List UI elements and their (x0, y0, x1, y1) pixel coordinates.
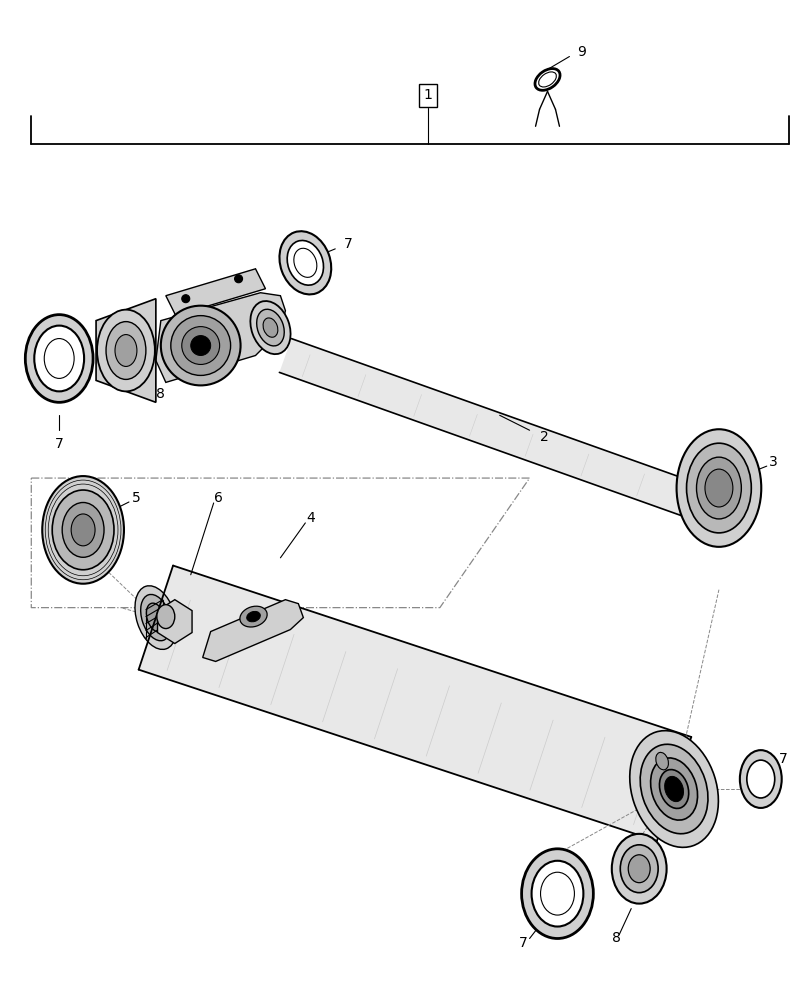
Ellipse shape (620, 845, 658, 893)
Ellipse shape (696, 457, 740, 519)
Ellipse shape (739, 750, 781, 808)
Ellipse shape (521, 849, 593, 938)
Text: 5: 5 (131, 491, 140, 505)
Ellipse shape (115, 335, 137, 366)
Ellipse shape (263, 318, 277, 337)
Ellipse shape (182, 327, 219, 364)
Ellipse shape (42, 476, 124, 584)
Ellipse shape (239, 606, 267, 627)
Ellipse shape (629, 731, 718, 847)
Polygon shape (157, 600, 192, 644)
Ellipse shape (628, 855, 650, 883)
Ellipse shape (676, 429, 761, 547)
Ellipse shape (540, 872, 573, 915)
Ellipse shape (44, 339, 74, 378)
Text: 8: 8 (157, 387, 165, 401)
Ellipse shape (106, 322, 146, 379)
Text: 7: 7 (779, 752, 787, 766)
Ellipse shape (157, 605, 174, 629)
Ellipse shape (250, 301, 290, 354)
Ellipse shape (650, 758, 697, 820)
Ellipse shape (659, 770, 688, 808)
Text: 2: 2 (539, 430, 548, 444)
Text: 1: 1 (423, 88, 431, 102)
Ellipse shape (655, 752, 667, 770)
Ellipse shape (287, 240, 323, 285)
Polygon shape (203, 600, 303, 661)
Ellipse shape (664, 776, 683, 802)
Text: 6: 6 (214, 491, 223, 505)
Ellipse shape (234, 275, 242, 283)
Ellipse shape (25, 315, 93, 402)
Polygon shape (156, 293, 285, 382)
Text: 9: 9 (577, 45, 585, 59)
Ellipse shape (34, 326, 84, 391)
Ellipse shape (182, 295, 190, 303)
Polygon shape (96, 299, 156, 402)
Ellipse shape (294, 248, 316, 277)
Ellipse shape (685, 443, 750, 533)
Polygon shape (279, 339, 724, 527)
Ellipse shape (62, 502, 104, 557)
Ellipse shape (279, 231, 331, 294)
Ellipse shape (247, 611, 260, 622)
Ellipse shape (161, 306, 240, 385)
Ellipse shape (702, 491, 734, 529)
Text: 7: 7 (343, 237, 352, 251)
Text: 3: 3 (768, 455, 777, 469)
Ellipse shape (709, 498, 727, 522)
Ellipse shape (191, 336, 210, 355)
Ellipse shape (639, 744, 707, 834)
Ellipse shape (170, 316, 230, 375)
Text: 7: 7 (55, 437, 63, 451)
Ellipse shape (256, 309, 284, 346)
Ellipse shape (146, 603, 165, 632)
Ellipse shape (52, 490, 114, 570)
Text: 8: 8 (611, 931, 620, 945)
Ellipse shape (704, 469, 732, 507)
Text: 4: 4 (306, 511, 315, 525)
Ellipse shape (538, 72, 556, 87)
Ellipse shape (531, 861, 582, 927)
Ellipse shape (746, 760, 774, 798)
Ellipse shape (135, 586, 177, 649)
Polygon shape (139, 566, 690, 841)
Ellipse shape (140, 594, 171, 641)
Ellipse shape (97, 310, 155, 391)
Ellipse shape (611, 834, 666, 904)
Polygon shape (165, 269, 265, 316)
Ellipse shape (71, 514, 95, 546)
Text: 7: 7 (518, 936, 527, 950)
